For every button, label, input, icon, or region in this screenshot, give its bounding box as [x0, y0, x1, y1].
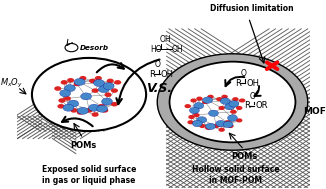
- Circle shape: [213, 124, 220, 128]
- Circle shape: [86, 108, 93, 113]
- Circle shape: [236, 118, 243, 122]
- Circle shape: [216, 120, 226, 127]
- Circle shape: [216, 97, 223, 101]
- Circle shape: [107, 79, 114, 83]
- Circle shape: [89, 79, 96, 83]
- Circle shape: [92, 88, 99, 93]
- Circle shape: [193, 113, 200, 117]
- Text: Diffusion limitation: Diffusion limitation: [210, 4, 293, 13]
- Text: O: O: [241, 69, 247, 78]
- Text: Exposed solid surface
in gas or liquid phase: Exposed solid surface in gas or liquid p…: [42, 165, 136, 184]
- Circle shape: [77, 107, 88, 114]
- Text: $M_xO_y$: $M_xO_y$: [0, 77, 23, 90]
- Circle shape: [199, 124, 206, 128]
- Circle shape: [104, 92, 111, 97]
- Text: OH: OH: [246, 79, 259, 88]
- Circle shape: [101, 108, 108, 113]
- Circle shape: [98, 86, 109, 93]
- Circle shape: [197, 117, 207, 123]
- Circle shape: [218, 128, 225, 132]
- Circle shape: [65, 85, 75, 92]
- Circle shape: [89, 104, 100, 111]
- Text: R: R: [244, 101, 250, 110]
- Circle shape: [227, 124, 234, 128]
- Circle shape: [185, 104, 191, 108]
- Circle shape: [228, 115, 237, 121]
- Circle shape: [64, 96, 71, 101]
- Circle shape: [223, 121, 233, 128]
- Circle shape: [111, 102, 118, 106]
- Circle shape: [70, 108, 77, 113]
- Circle shape: [189, 107, 200, 114]
- Circle shape: [54, 86, 61, 91]
- Text: POMs: POMs: [231, 152, 257, 161]
- Circle shape: [79, 76, 86, 81]
- Circle shape: [170, 62, 295, 142]
- Circle shape: [192, 120, 202, 127]
- Circle shape: [232, 97, 239, 101]
- Circle shape: [236, 106, 243, 110]
- Circle shape: [221, 95, 228, 99]
- Text: Hollow solid surface
in MOF-POM: Hollow solid surface in MOF-POM: [192, 165, 279, 184]
- Text: OH: OH: [159, 35, 171, 44]
- Text: OH: OH: [171, 45, 183, 54]
- Circle shape: [57, 104, 65, 108]
- Circle shape: [77, 110, 84, 115]
- Circle shape: [205, 126, 211, 130]
- Circle shape: [32, 58, 146, 131]
- Circle shape: [103, 83, 114, 90]
- Circle shape: [239, 98, 245, 103]
- Circle shape: [92, 112, 99, 117]
- Circle shape: [190, 98, 197, 103]
- Circle shape: [61, 80, 68, 85]
- Circle shape: [187, 120, 194, 124]
- Circle shape: [67, 78, 74, 83]
- Circle shape: [102, 98, 112, 105]
- Circle shape: [218, 106, 225, 110]
- Circle shape: [188, 115, 195, 119]
- Circle shape: [95, 76, 102, 81]
- Circle shape: [81, 93, 92, 100]
- Text: OH: OH: [160, 70, 173, 79]
- Circle shape: [224, 120, 231, 124]
- Text: O: O: [155, 60, 161, 69]
- Text: O: O: [250, 91, 256, 101]
- Text: Desorb: Desorb: [80, 45, 109, 51]
- Text: HO: HO: [151, 45, 162, 54]
- Circle shape: [60, 90, 71, 97]
- Circle shape: [114, 80, 121, 85]
- Text: V.S.: V.S.: [146, 82, 172, 95]
- Circle shape: [68, 100, 79, 107]
- Circle shape: [206, 123, 215, 130]
- Text: R: R: [235, 79, 241, 88]
- Circle shape: [202, 100, 209, 104]
- Circle shape: [58, 98, 66, 103]
- Text: R: R: [149, 70, 155, 79]
- Circle shape: [94, 79, 104, 87]
- Circle shape: [74, 78, 85, 85]
- Circle shape: [230, 110, 237, 114]
- Text: MOF: MOF: [303, 107, 326, 116]
- Circle shape: [196, 97, 203, 101]
- Circle shape: [97, 105, 108, 112]
- Circle shape: [63, 104, 74, 111]
- Circle shape: [209, 110, 218, 116]
- Circle shape: [207, 95, 214, 99]
- Circle shape: [98, 104, 105, 108]
- Circle shape: [157, 54, 308, 150]
- Text: OR: OR: [255, 101, 268, 110]
- Circle shape: [111, 88, 118, 93]
- Circle shape: [203, 97, 213, 103]
- Circle shape: [225, 104, 234, 110]
- Circle shape: [220, 98, 230, 104]
- Circle shape: [229, 101, 239, 107]
- Text: POMs: POMs: [70, 141, 96, 150]
- Circle shape: [194, 103, 204, 109]
- Circle shape: [74, 82, 81, 86]
